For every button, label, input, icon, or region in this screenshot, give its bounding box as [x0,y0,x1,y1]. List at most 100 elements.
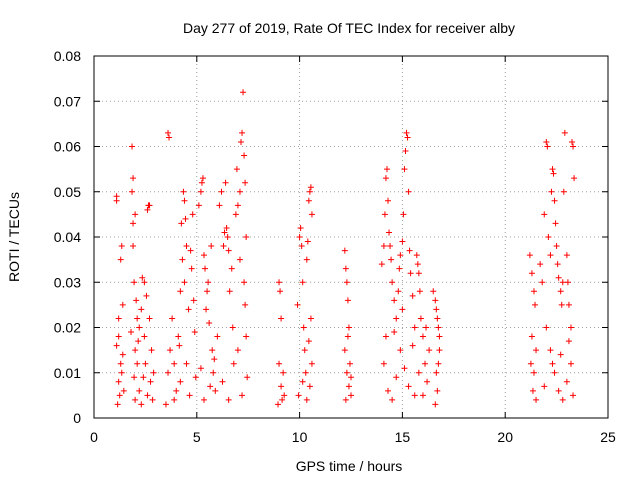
data-point [305,197,312,204]
data-point [165,129,172,136]
data-point [571,175,578,182]
data-point [133,297,140,304]
data-point [230,360,237,367]
data-point [278,315,285,322]
data-point [222,179,229,186]
data-point [563,378,570,385]
data-point [415,270,422,277]
data-point [276,360,283,367]
data-point [382,333,389,340]
data-point [400,211,407,218]
data-point [422,360,429,367]
data-point [197,188,204,195]
data-point [341,247,348,254]
data-point [547,347,554,354]
data-point [551,369,558,376]
data-point [296,234,303,240]
data-point [277,288,284,295]
data-point [389,396,396,403]
data-point [132,211,139,218]
y-tick-label: 0.05 [54,184,81,200]
data-point [243,333,250,340]
data-point [549,360,556,367]
data-point [220,243,227,250]
data-point [569,138,576,145]
data-point [570,143,577,150]
data-point [528,333,535,340]
data-point [190,297,197,304]
data-point [191,329,198,336]
data-point [241,152,248,159]
data-point [171,360,178,367]
data-point [543,324,550,331]
data-point [306,188,313,195]
data-point [209,347,216,354]
data-point [345,324,352,331]
data-point [140,374,147,381]
y-tick-label: 0.07 [54,93,81,109]
data-point [547,252,554,259]
data-point [148,347,155,354]
data-point [435,360,442,367]
data-point [401,166,408,173]
data-point [135,338,142,345]
data-point [543,138,550,145]
data-point [403,129,410,136]
data-point [206,319,213,326]
x-tick-labels: 0 5 10 15 20 25 [90,429,616,445]
data-point [118,369,125,376]
y-tick-label: 0 [73,410,81,426]
data-point [167,347,174,354]
data-point [548,188,555,195]
data-point [223,224,230,231]
data-point [129,143,136,150]
data-point [113,197,120,204]
data-point [399,238,406,245]
data-point [149,396,156,403]
data-point [397,252,404,259]
y-tick-label: 0.01 [54,365,81,381]
data-point [119,301,126,308]
data-point [381,211,388,218]
data-point [139,274,146,281]
data-point [132,347,139,354]
data-point [134,315,141,322]
data-point [549,166,556,173]
data-point [241,279,248,286]
data-point [424,378,431,385]
y-tick-label: 0.02 [54,320,81,336]
data-point [417,315,424,322]
data-point [118,243,125,250]
data-point [144,206,151,213]
data-point [216,202,223,209]
data-point [131,279,138,286]
data-point [560,188,567,195]
data-point [303,256,310,263]
data-point [402,148,409,155]
data-point [239,129,246,136]
data-point [435,324,442,331]
data-point [401,365,408,372]
data-point [299,378,306,385]
data-point [303,396,310,403]
data-point [407,270,414,277]
data-point [205,279,212,286]
data-point [128,329,135,336]
y-tick-labels: 0 0.01 0.02 0.03 0.04 0.05 0.06 0.07 0.08 [54,48,81,426]
x-axis-label: GPS time / hours [296,458,403,474]
data-point [341,347,348,354]
data-point [279,396,286,403]
data-point [204,288,211,295]
data-point [171,396,178,403]
data-point [181,279,188,286]
data-point [559,279,566,286]
data-point [306,383,313,390]
data-point [551,197,558,204]
data-point [165,369,172,376]
data-point [553,243,560,250]
data-point [301,347,308,354]
data-point [117,360,124,367]
data-point [146,202,153,209]
data-point [432,297,439,304]
